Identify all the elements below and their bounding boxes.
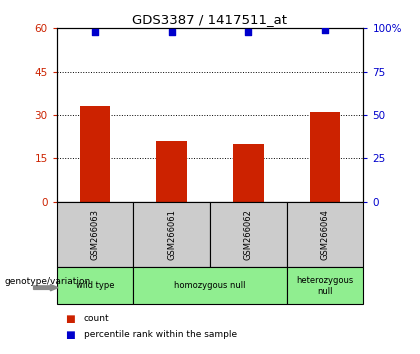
- Text: GSM266061: GSM266061: [167, 209, 176, 260]
- Text: GSM266062: GSM266062: [244, 209, 253, 260]
- Text: ■: ■: [65, 314, 75, 324]
- Text: percentile rank within the sample: percentile rank within the sample: [84, 330, 237, 339]
- Point: [168, 29, 175, 35]
- Text: ■: ■: [65, 330, 75, 339]
- Bar: [233, 144, 264, 202]
- Text: wild type: wild type: [76, 281, 114, 290]
- Bar: [80, 106, 110, 202]
- Point: [92, 29, 98, 35]
- Text: genotype/variation: genotype/variation: [4, 277, 90, 286]
- Text: homozygous null: homozygous null: [174, 281, 246, 290]
- Text: GSM266064: GSM266064: [320, 209, 329, 260]
- Bar: [310, 112, 340, 202]
- Text: GSM266063: GSM266063: [91, 209, 100, 260]
- Point: [322, 27, 328, 33]
- Point: [245, 29, 252, 35]
- Bar: [156, 141, 187, 202]
- Title: GDS3387 / 1417511_at: GDS3387 / 1417511_at: [132, 13, 288, 26]
- Text: heterozygous
null: heterozygous null: [297, 276, 354, 296]
- Text: count: count: [84, 314, 110, 323]
